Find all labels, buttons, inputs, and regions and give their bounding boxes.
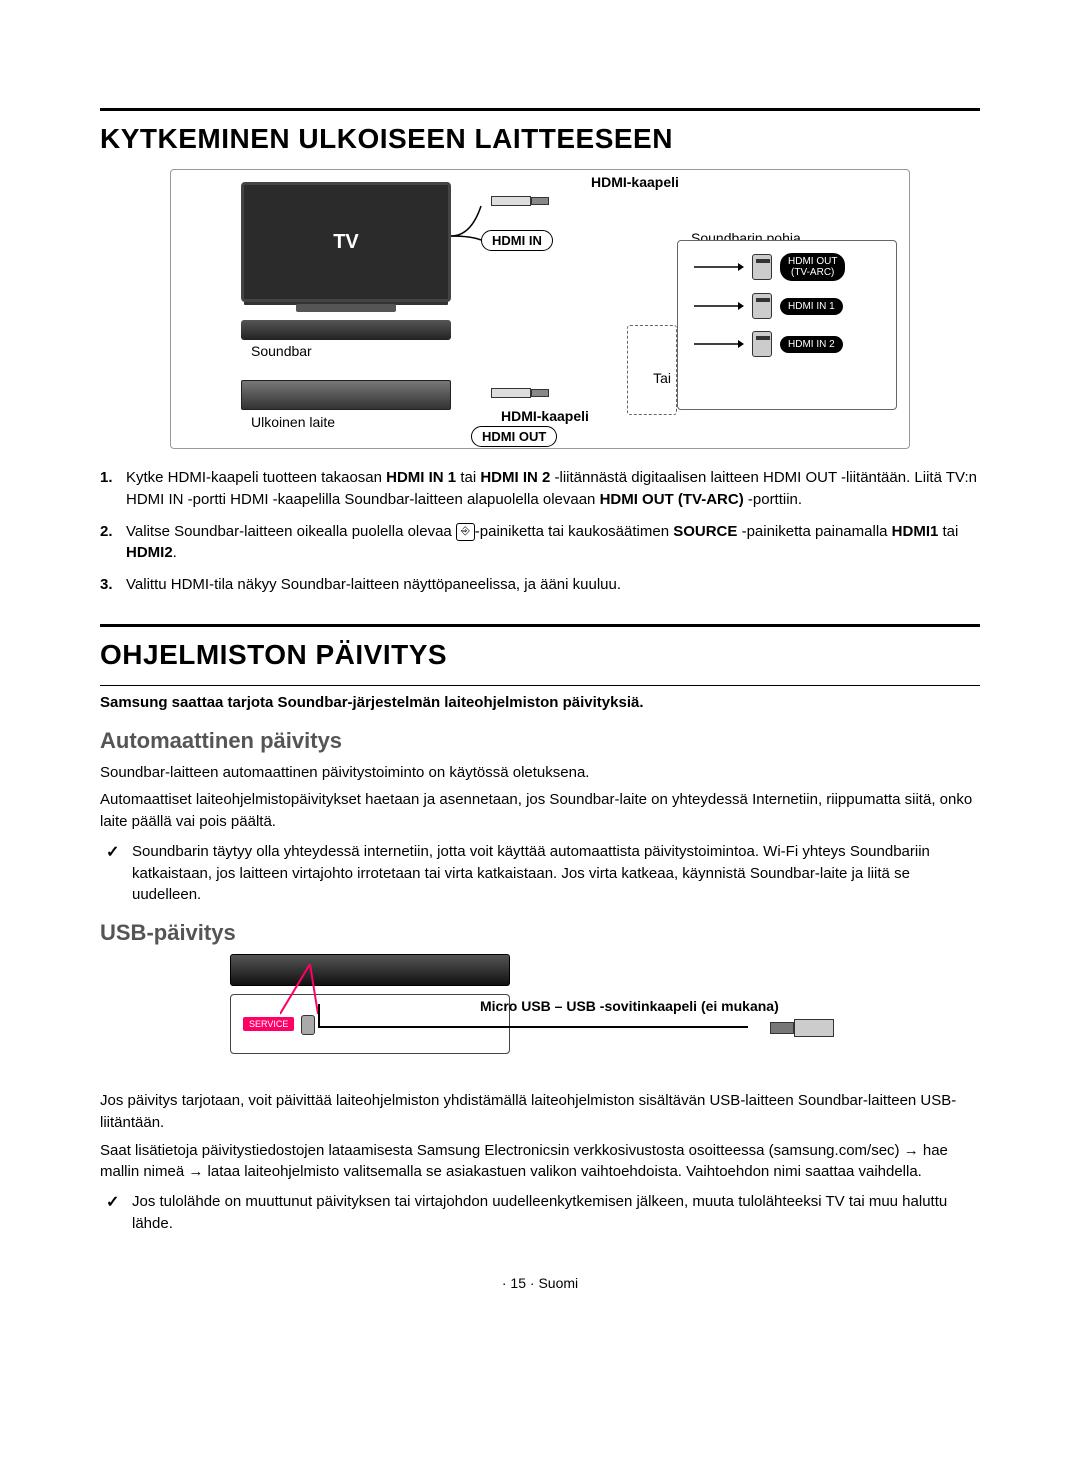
hdmi-out-pill: HDMI OUT	[471, 426, 557, 447]
connection-diagram: TV Soundbar Ulkoinen laite HDMI-kaapeli …	[170, 169, 910, 449]
external-device-label: Ulkoinen laite	[251, 414, 335, 430]
tv-label: TV	[333, 231, 359, 254]
step-2-mid1: -painiketta tai kaukosäätimen	[475, 523, 673, 540]
step-1-pre: Kytke HDMI-kaapeli tuotteen takaosan	[126, 469, 386, 486]
port-arrow-in1	[694, 300, 744, 312]
tv-graphic: TV	[241, 182, 451, 302]
step-2-b3: HDMI2	[126, 544, 173, 561]
auto-heading: Automaattinen päivitys	[100, 728, 980, 754]
step-2-post: .	[173, 544, 177, 561]
step-1-num: 1.	[100, 467, 113, 489]
usb-cable-label: Micro USB – USB -sovitinkaapeli (ei muka…	[480, 998, 779, 1014]
step-2-num: 2.	[100, 521, 113, 543]
step-1-b3: HDMI OUT (TV-ARC)	[600, 491, 744, 508]
port-row-in1: HDMI IN 1	[694, 293, 896, 319]
step-3: 3. Valittu HDMI-tila näkyy Soundbar-lait…	[126, 574, 980, 596]
auto-check-item: Soundbarin täytyy olla yhteydessä intern…	[132, 841, 980, 906]
tv-stand	[296, 304, 396, 312]
dashed-or-box	[627, 325, 677, 415]
step-1-post: -porttiin.	[744, 491, 802, 508]
rule-top-1	[100, 108, 980, 111]
port-arrow-out	[694, 261, 744, 273]
step-3-num: 3.	[100, 574, 113, 596]
step-2: 2. Valitse Soundbar-laitteen oikealla pu…	[126, 521, 980, 565]
step-1-mid1: tai	[456, 469, 480, 486]
step-2-pre: Valitse Soundbar-laitteen oikealla puole…	[126, 523, 456, 540]
port-row-in2: HDMI IN 2	[694, 331, 896, 357]
hdmi-in2-port-label: HDMI IN 2	[780, 336, 843, 353]
usb-heading: USB-päivitys	[100, 920, 980, 946]
steps-list: 1. Kytke HDMI-kaapeli tuotteen takaosan …	[100, 467, 980, 596]
usb-p1: Jos päivitys tarjotaan, voit päivittää l…	[100, 1090, 980, 1134]
usb-indicator-line	[280, 964, 320, 1019]
port-panel: HDMI OUT (TV-ARC) HDMI IN 1 HDMI IN 2	[677, 240, 897, 410]
section2-title: OHJELMISTON PÄIVITYS	[100, 639, 980, 671]
rule-under-2	[100, 685, 980, 686]
service-label: SERVICE	[243, 1017, 294, 1031]
rule-top-2	[100, 624, 980, 627]
auto-check-list: Soundbarin täytyy olla yhteydessä intern…	[100, 841, 980, 906]
usb-check-list: Jos tulolähde on muuttunut päivityksen t…	[100, 1191, 980, 1235]
soundbar-graphic	[241, 320, 451, 340]
section1-title: KYTKEMINEN ULKOISEEN LAITTEESEEN	[100, 123, 980, 155]
step-2-mid2: -painiketta painamalla	[737, 523, 891, 540]
usb-check-item: Jos tulolähde on muuttunut päivityksen t…	[132, 1191, 980, 1235]
step-1-b1: HDMI IN 1	[386, 469, 456, 486]
source-icon: ⎆	[456, 523, 475, 541]
step-3-text: Valittu HDMI-tila näkyy Soundbar-laittee…	[126, 576, 621, 593]
soundbar-back-graphic	[230, 954, 510, 986]
tv-cable-line	[451, 200, 511, 260]
auto-p2: Automaattiset laiteohjelmistopäivitykset…	[100, 789, 980, 833]
hdmi-cable-label-bottom: HDMI-kaapeli	[501, 408, 589, 424]
step-2-b1: SOURCE	[673, 523, 737, 540]
external-device-graphic	[241, 380, 451, 410]
step-2-b2: HDMI1	[892, 523, 939, 540]
section2-intro: Samsung saattaa tarjota Soundbar-järjest…	[100, 692, 980, 714]
soundbar-label: Soundbar	[251, 343, 312, 359]
usb-cable-vert	[318, 1004, 320, 1028]
step-1: 1. Kytke HDMI-kaapeli tuotteen takaosan …	[126, 467, 980, 511]
port-arrow-in2	[694, 338, 744, 350]
hdmi-in1-port	[752, 293, 772, 319]
step-2-mid3: tai	[938, 523, 958, 540]
hdmi-in1-port-label: HDMI IN 1	[780, 298, 843, 315]
hdmi-out-port-label: HDMI OUT (TV-ARC)	[780, 253, 845, 281]
hdmi-in2-port	[752, 331, 772, 357]
hdmi-plug-bottom	[491, 386, 581, 400]
page-footer: · 15 · Suomi	[100, 1275, 980, 1291]
hdmi-cable-label-top: HDMI-kaapeli	[591, 174, 679, 190]
auto-p1: Soundbar-laitteen automaattinen päivitys…	[100, 762, 980, 784]
step-1-b2: HDMI IN 2	[480, 469, 550, 486]
soundbar-bottom-graphic: SERVICE	[230, 994, 510, 1054]
usb-diagram: SERVICE Micro USB – USB -sovitinkaapeli …	[230, 954, 850, 1074]
hdmi-out-port	[752, 254, 772, 280]
port-row-out: HDMI OUT (TV-ARC)	[694, 253, 896, 281]
usb-p2: Saat lisätietoja päivitystiedostojen lat…	[100, 1140, 980, 1184]
usb-cable	[318, 1026, 748, 1028]
usb-connector-end	[770, 1019, 850, 1041]
